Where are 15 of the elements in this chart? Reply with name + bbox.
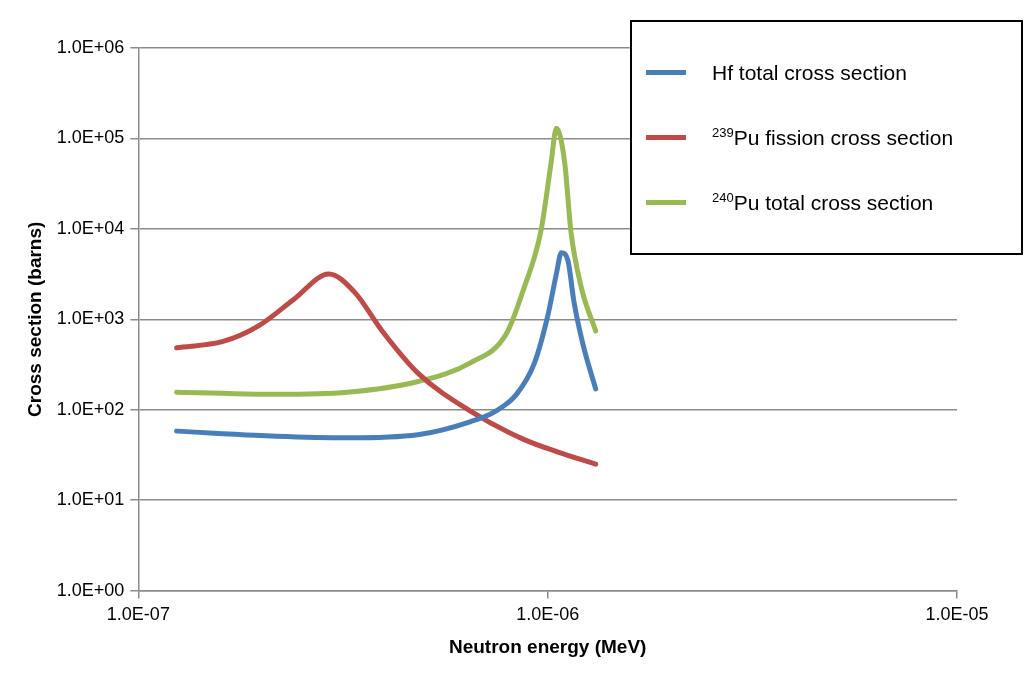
y-tick-label: 1.0E+02: [56, 398, 125, 419]
legend-label: $^{240}$Pu total cross section: [712, 190, 934, 215]
x-tick-label: 1.0E-07: [106, 604, 170, 625]
y-tick-label: 1.0E+00: [56, 579, 125, 600]
x-axis-title: Neutron energy (MeV): [448, 635, 647, 657]
x-tick-label: 1.0E-05: [925, 604, 989, 625]
y-tick-label: 1.0E+05: [56, 127, 125, 148]
y-tick-label: 1.0E+06: [56, 36, 125, 57]
y-tick-label: 1.0E+03: [56, 308, 125, 329]
x-tick-label: 1.0E-06: [516, 604, 580, 625]
legend-label: Hf total cross section: [712, 60, 907, 85]
legend-label: $^{239}$Pu fission cross section: [712, 125, 954, 150]
y-axis-title: Cross section (barns): [23, 221, 45, 417]
y-tick-label: 1.0E+01: [56, 489, 125, 510]
y-tick-label: 1.0E+04: [56, 217, 125, 238]
